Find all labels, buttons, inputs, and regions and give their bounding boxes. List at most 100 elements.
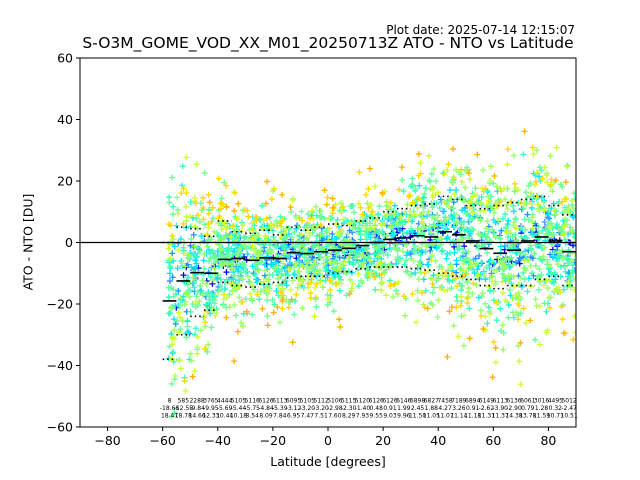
scatter-point: [239, 298, 246, 305]
scatter-point: [315, 243, 322, 250]
scatter-point: [232, 242, 239, 249]
scatter-point: [419, 229, 426, 236]
scatter-point: [239, 222, 246, 229]
scatter-point: [241, 262, 248, 269]
bin-stat-label: 8: [168, 397, 172, 404]
scatter-point: [292, 298, 299, 305]
scatter-point: [254, 291, 261, 298]
scatter-point: [417, 258, 424, 265]
scatter-point: [390, 294, 397, 301]
scatter-point: [511, 180, 518, 187]
scatter-point: [405, 216, 412, 223]
scatter-point: [224, 294, 231, 301]
bin-stat-label: 2288: [189, 397, 204, 404]
scatter-point: [445, 161, 452, 168]
scatter-point: [299, 262, 306, 269]
scatter-point: [327, 276, 334, 283]
scatter-point: [221, 179, 228, 186]
scatter-point: [197, 327, 204, 334]
scatter-point: [218, 286, 225, 293]
scatter-point: [546, 304, 553, 311]
bin-stat-label: 6149: [479, 397, 494, 404]
scatter-point: [371, 251, 378, 258]
scatter-point: [285, 304, 292, 311]
scatter-point: [469, 215, 476, 222]
scatter-point: [464, 295, 471, 302]
scatter-point: [555, 284, 562, 291]
scatter-point: [547, 181, 554, 188]
scatter-point: [383, 198, 390, 205]
scatter-point: [563, 163, 570, 170]
scatter-point: [175, 246, 182, 253]
scatter-point: [425, 261, 432, 268]
scatter-point: [277, 234, 284, 241]
scatter-point: [381, 270, 388, 277]
scatter-point: [259, 224, 266, 231]
scatter-point: [322, 268, 329, 275]
scatter-point: [412, 185, 419, 192]
scatter-point: [492, 219, 499, 226]
scatter-point: [204, 308, 211, 315]
scatter-point: [346, 290, 353, 297]
scatter-point: [499, 289, 506, 296]
scatter-point: [501, 273, 508, 280]
scatter-point: [466, 305, 473, 312]
scatter-point: [460, 223, 467, 230]
scatter-point: [167, 263, 174, 270]
scatter-point: [469, 193, 476, 200]
scatter-point: [166, 278, 173, 285]
scatter-point: [547, 220, 554, 227]
scatter-point: [465, 285, 472, 292]
scatter-point: [289, 277, 296, 284]
scatter-point: [426, 152, 433, 159]
scatter-point: [485, 197, 492, 204]
scatter-point: [509, 261, 516, 268]
scatter-point: [337, 262, 344, 269]
scatter-point: [407, 208, 414, 215]
y-tick-label: −40: [47, 358, 73, 373]
scatter-point: [470, 256, 477, 263]
scatter-point: [270, 309, 277, 316]
bin-stat-label: 5112: [313, 397, 328, 404]
scatter-point: [494, 203, 501, 210]
scatter-point: [280, 260, 287, 267]
scatter-point: [305, 211, 312, 218]
scatter-point: [558, 303, 565, 310]
scatter-point: [243, 308, 250, 315]
scatter-point: [434, 214, 441, 221]
scatter-point: [227, 234, 234, 241]
scatter-point: [169, 174, 176, 181]
scatter-point: [443, 235, 450, 242]
scatter-point: [535, 230, 542, 237]
scatter-point: [520, 151, 527, 158]
scatter-point: [288, 296, 295, 303]
scatter-point: [376, 203, 383, 210]
scatter-point: [460, 260, 467, 267]
scatter-point: [279, 191, 286, 198]
scatter-point: [414, 204, 421, 211]
bin-stat-label: 11.59: [533, 412, 550, 419]
bin-stat-label: -5.44: [231, 405, 247, 412]
scatter-point: [532, 181, 539, 188]
bin-stat-label: 10.18: [230, 412, 247, 419]
scatter-point: [569, 258, 576, 265]
scatter-point: [510, 283, 517, 290]
scatter-point: [241, 242, 248, 249]
scatter-point: [286, 259, 293, 266]
scatter-point: [396, 258, 403, 265]
scatter-point: [262, 267, 269, 274]
bin-stat-label: 11.14: [450, 412, 467, 419]
scatter-point: [357, 217, 364, 224]
scatter-point: [482, 276, 489, 283]
scatter-point: [497, 243, 504, 250]
scatter-point: [540, 199, 547, 206]
scatter-point: [503, 224, 510, 231]
scatter-point: [502, 297, 509, 304]
scatter-point: [181, 301, 188, 308]
scatter-point: [384, 211, 391, 218]
bin-stat-label: 11.07: [437, 412, 454, 419]
scatter-point: [549, 232, 556, 239]
scatter-point: [170, 236, 177, 243]
scatter-point: [497, 235, 504, 242]
